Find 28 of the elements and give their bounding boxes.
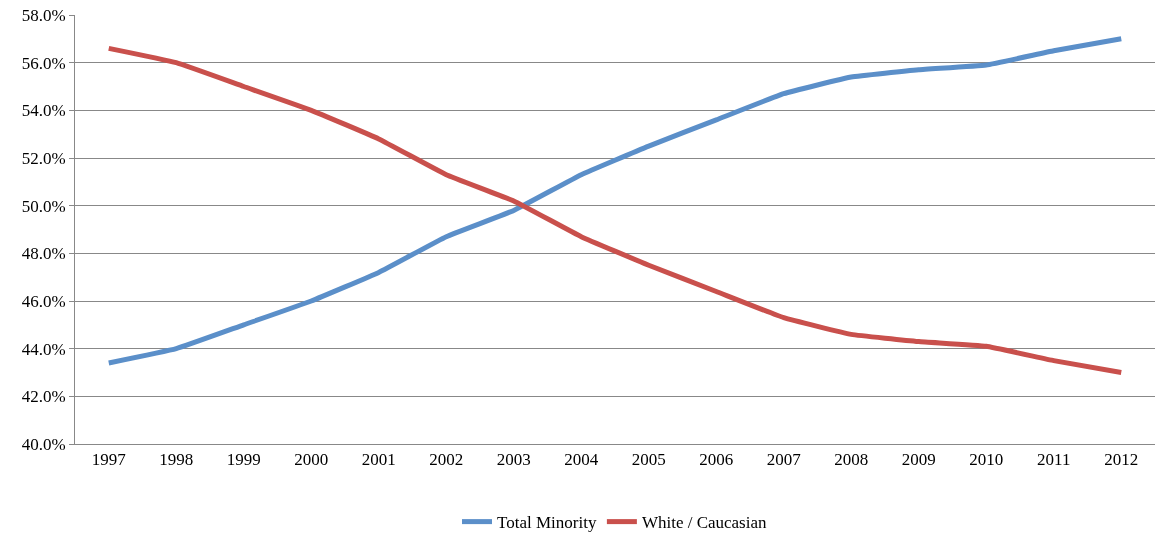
y-tick-label: 40.0%: [21, 434, 66, 454]
x-tick-label: 1998: [159, 450, 194, 470]
x-tick-label: 1999: [226, 450, 261, 470]
x-tick-label: 2003: [496, 450, 531, 470]
x-tick-label: 2006: [699, 450, 734, 470]
y-tick-label: 58.0%: [21, 5, 66, 25]
x-tick-label: 2011: [1037, 450, 1071, 470]
y-tick-label: 52.0%: [21, 148, 66, 168]
x-tick-label: 2012: [1104, 450, 1139, 470]
legend-label: White / Caucasian: [641, 513, 767, 533]
x-tick-label: 2001: [361, 450, 396, 470]
x-tick-label: 2010: [969, 450, 1004, 470]
x-tick-label: 2004: [564, 450, 599, 470]
y-tick-label: 56.0%: [21, 53, 66, 73]
y-tick-label: 44.0%: [21, 339, 66, 359]
x-tick-label: 2002: [429, 450, 464, 470]
x-tick-label: 2009: [901, 450, 936, 470]
y-tick-label: 54.0%: [21, 101, 66, 121]
legend-label: Total Minority: [497, 513, 597, 533]
x-tick-label: 2000: [294, 450, 329, 470]
y-tick-label: 46.0%: [21, 291, 66, 311]
x-tick-label: 1997: [91, 450, 127, 470]
y-tick-label: 50.0%: [21, 196, 66, 216]
x-tick-label: 2008: [834, 450, 869, 470]
y-tick-label: 48.0%: [21, 244, 66, 264]
x-tick-label: 2007: [766, 450, 802, 470]
x-tick-label: 2005: [631, 450, 666, 470]
y-tick-label: 42.0%: [21, 387, 66, 407]
